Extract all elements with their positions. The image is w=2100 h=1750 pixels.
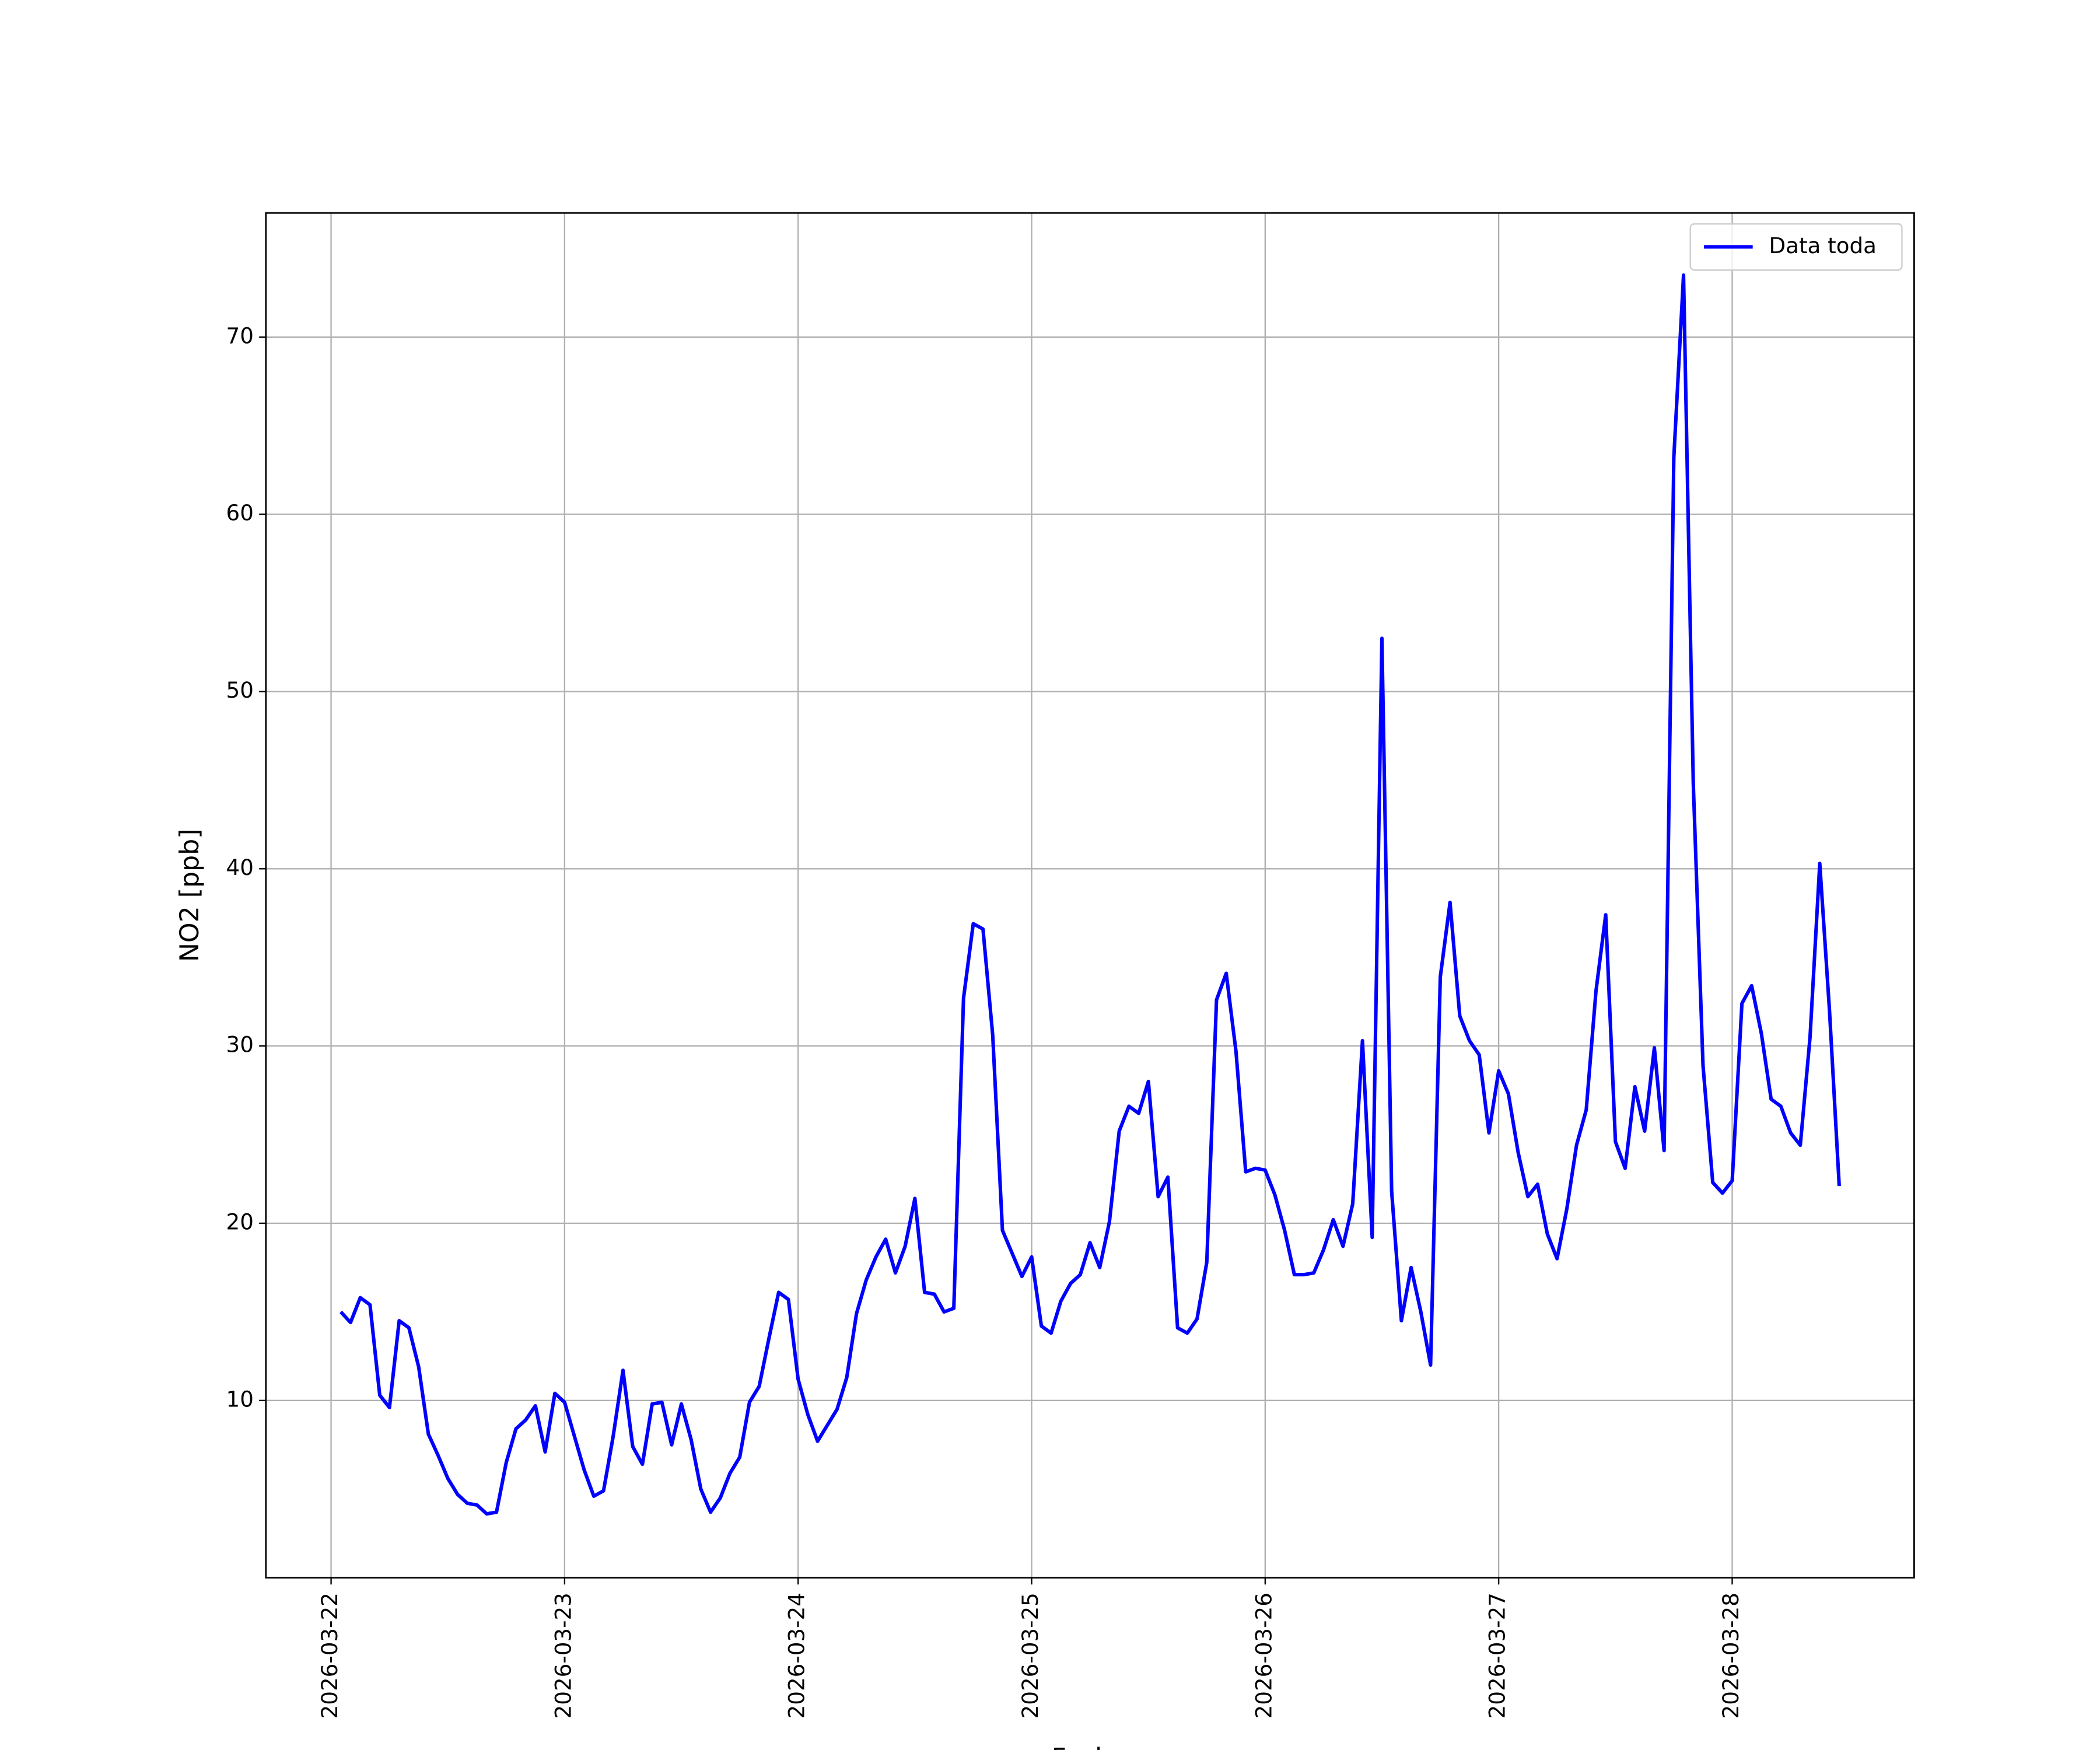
y-tick-label: 50 (226, 677, 254, 703)
x-tick-label: 2026-03-23 (550, 1592, 576, 1718)
y-tick-label: 60 (226, 500, 254, 526)
y-axis-label: NO2 [ppb] (175, 829, 205, 963)
data-line (340, 273, 1841, 1516)
x-tick-label: 2026-03-26 (1251, 1592, 1276, 1718)
x-tick-label: 2026-03-22 (317, 1592, 342, 1718)
x-tick-label: 2026-03-24 (784, 1592, 810, 1718)
x-axis-label: Fecha (1052, 1743, 1128, 1750)
y-tick-label: 70 (226, 323, 254, 348)
legend: Data toda (1689, 223, 1903, 271)
legend-label: Data toda (1769, 233, 1877, 258)
y-tick-label: 20 (226, 1209, 254, 1234)
plot-frame (265, 212, 1915, 1579)
y-tick-label: 40 (226, 855, 254, 880)
x-tick-label: 2026-03-28 (1718, 1592, 1744, 1718)
x-tick-label: 2026-03-27 (1485, 1592, 1510, 1718)
x-tick-label: 2026-03-25 (1017, 1592, 1043, 1718)
y-tick-label: 10 (226, 1386, 254, 1412)
y-tick-label: 30 (226, 1032, 254, 1058)
legend-box (1689, 223, 1903, 271)
